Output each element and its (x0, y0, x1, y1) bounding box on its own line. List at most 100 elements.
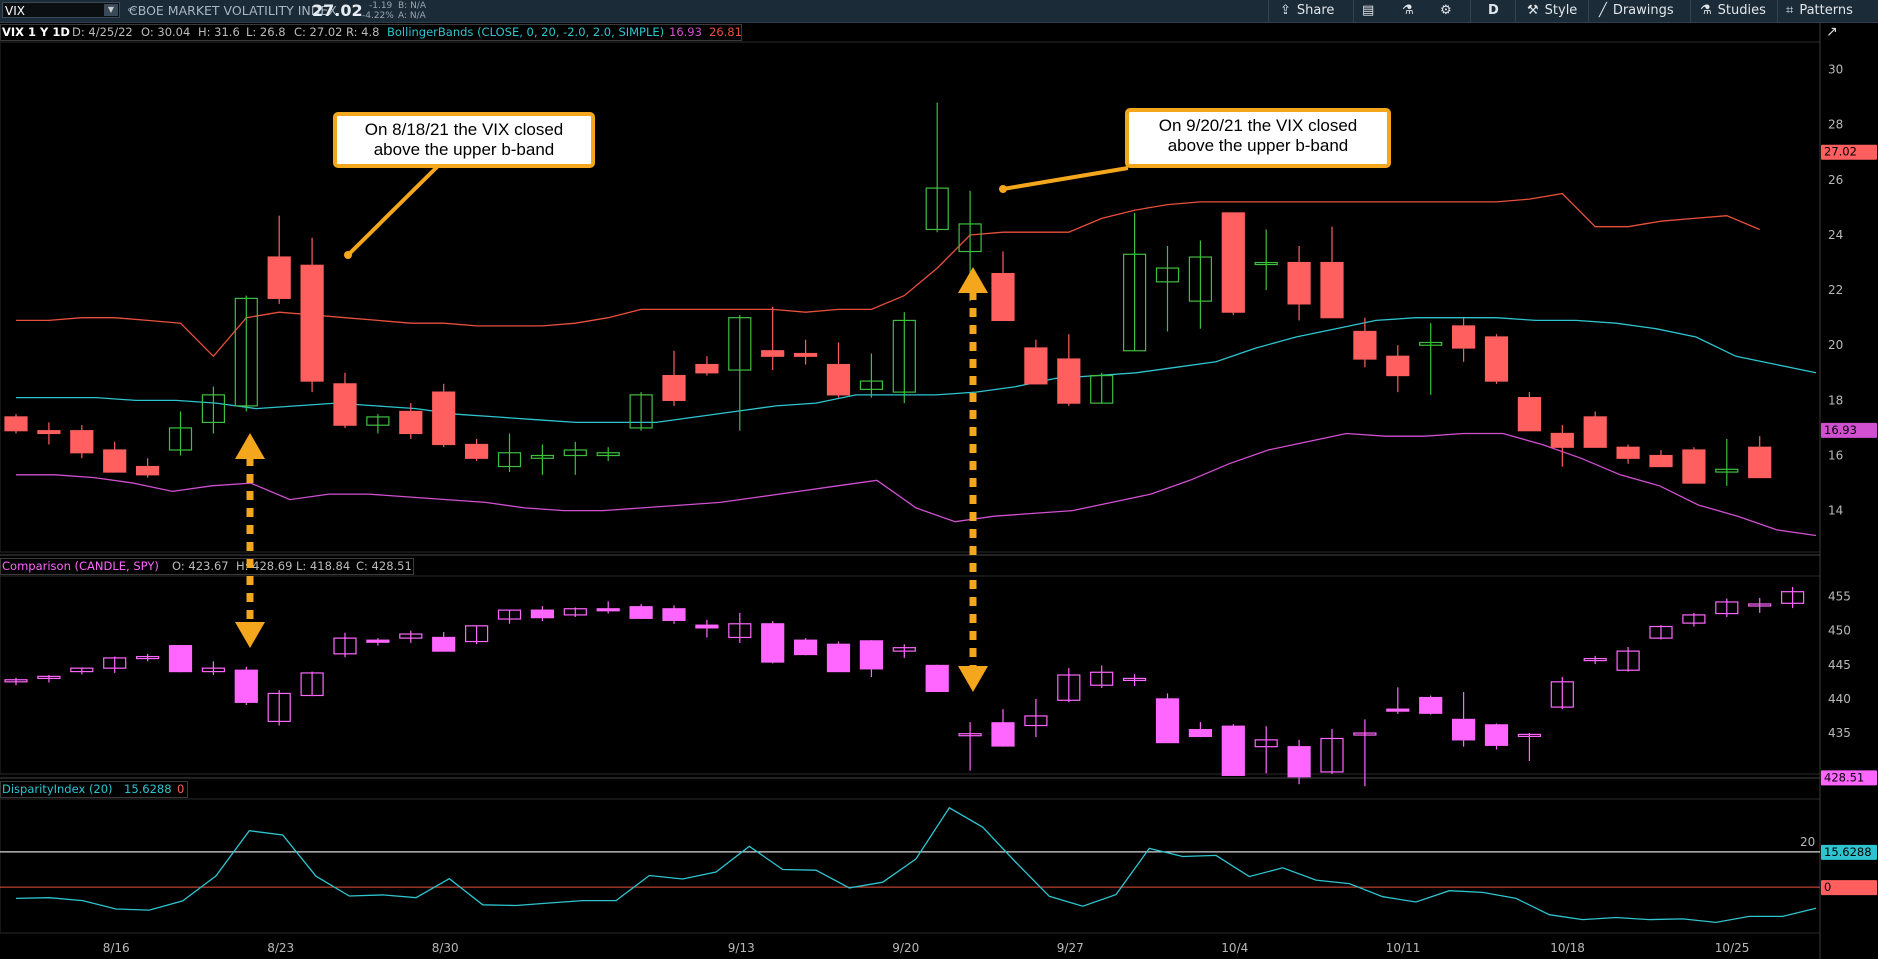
spy-candle (892, 647, 916, 652)
annotation-box-aug18[interactable]: On 8/18/21 the VIX closed above the uppe… (333, 112, 595, 168)
vix-axis-tick-label: 28 (1828, 118, 1843, 132)
vix-axis-tick-label: 22 (1828, 283, 1843, 297)
vix-candle (366, 416, 390, 426)
spy-candle (1386, 708, 1410, 712)
symbol-text: VIX (5, 4, 25, 18)
vix-candle (1583, 416, 1607, 448)
disparity-study-header (0, 781, 188, 798)
vix-candle (1517, 397, 1542, 432)
date-tick-label: 8/30 (432, 941, 459, 955)
date-tick-label: 8/23 (267, 941, 294, 955)
vix-price-tag: 27.02 (1824, 145, 1857, 159)
link-icon[interactable]: ⚯ (128, 6, 136, 16)
vix-candle (201, 394, 225, 424)
spy-candle (366, 639, 390, 643)
pencil-icon: ╱ (1599, 3, 1607, 18)
vix-candle (662, 374, 686, 401)
spy-candle (432, 636, 456, 652)
vix-candle (1122, 253, 1147, 352)
comparison-close: C: 428.51 (356, 559, 412, 573)
bollinger-value-lower: 16.93 (669, 25, 702, 39)
drawings-button[interactable]: ╱ Drawings (1599, 0, 1674, 22)
flask-button[interactable]: ⚗ (1402, 0, 1420, 22)
spy-candle (1649, 625, 1673, 639)
gear-button[interactable]: ⚙ (1440, 0, 1458, 22)
toolbar-separator (1777, 0, 1778, 22)
patterns-icon: ⌗ (1786, 3, 1794, 18)
vix-candle (234, 297, 258, 407)
share-label: Share (1296, 3, 1335, 18)
patterns-button[interactable]: ⌗ Patterns (1786, 0, 1853, 22)
vix-candle (761, 350, 785, 357)
annotation-line: above the upper b-band (1167, 136, 1349, 155)
vix-candle (1419, 341, 1443, 346)
vix-candle (1682, 449, 1706, 484)
disparity-line (15, 806, 1817, 924)
vix-candle (695, 363, 719, 374)
vix-axis-tick-label: 18 (1828, 393, 1843, 407)
comparison-open: O: 423.67 (172, 559, 229, 573)
bollinger-study-label[interactable]: BollingerBands (CLOSE, 0, 20, -2.0, 2.0,… (387, 25, 665, 39)
spy-candle (1419, 696, 1443, 714)
vix-candle (596, 452, 620, 457)
annotation-dot (344, 251, 352, 259)
toolbar-separator (1515, 0, 1516, 22)
vix-candle (37, 430, 61, 435)
spy-candle (761, 623, 785, 663)
spy-candle (1780, 591, 1805, 604)
ask-value: A: N/A (398, 11, 426, 21)
drawing-tool-icon[interactable]: ↗ (1826, 24, 1838, 40)
spy-candle (925, 664, 949, 692)
spy-candle (37, 675, 61, 680)
spy-candle (958, 733, 982, 737)
spy-candle (333, 637, 357, 655)
vix-candle (333, 383, 357, 426)
annotation-box-sep20[interactable]: On 9/20/21 the VIX closed above the uppe… (1125, 108, 1391, 168)
spy-candle (1353, 732, 1377, 736)
vix-candle (103, 449, 127, 473)
date-tick-label: 9/27 (1057, 941, 1084, 955)
vix-axis-tick-label: 24 (1828, 228, 1843, 242)
spy-candle (991, 722, 1015, 747)
disparity-study-label[interactable]: DisparityIndex (20) (2, 782, 113, 796)
vix-candle (1320, 261, 1344, 319)
share-button[interactable]: ⇪ Share (1280, 0, 1334, 22)
vix-candle (892, 319, 916, 393)
studies-button[interactable]: ⚗ Studies (1700, 0, 1766, 22)
vix-axis-tick-label: 16 (1828, 449, 1843, 463)
date-tick-label: 10/11 (1386, 941, 1421, 955)
annotation-connector (1002, 166, 1129, 191)
vix-candle (267, 256, 291, 299)
spy-candle (728, 623, 752, 639)
comparison-high: H: 428.69 (236, 559, 293, 573)
symbol-input[interactable]: VIX ▼ (2, 2, 120, 18)
vix-candle (1221, 212, 1245, 313)
vix-candle (991, 272, 1015, 322)
gear-icon: ⚙ (1440, 3, 1452, 18)
vix-candle (399, 410, 423, 435)
aug18-arrow-up-head (235, 433, 265, 459)
vix-candle (1188, 256, 1213, 302)
chevron-down-icon[interactable]: ▼ (104, 4, 118, 16)
bid-value: B: N/A (398, 1, 426, 11)
spy-candle (1155, 698, 1180, 744)
vix-price-tag-bg (1821, 144, 1877, 160)
vix-candle (1024, 347, 1048, 385)
chart-settings-icon: ▤ (1362, 3, 1375, 18)
spy-candle (1583, 658, 1607, 662)
style-button[interactable]: ⚒ Style (1527, 0, 1577, 22)
vix-candle (1451, 325, 1476, 349)
disparity-price-tag-bg (1821, 880, 1877, 896)
annotation-dot (999, 185, 1007, 193)
period-button[interactable]: D (1488, 0, 1499, 22)
spy-candle (793, 639, 818, 656)
date-tick-label: 9/13 (728, 941, 755, 955)
spy-axis-tick-label: 450 (1828, 624, 1851, 638)
vix-candle (1155, 267, 1180, 283)
vix-price-tag-bg (1821, 422, 1877, 438)
chart-settings-button[interactable]: ▤ (1362, 0, 1380, 22)
spy-candle (1517, 733, 1542, 738)
chart-title: VIX 1 Y 1D (2, 25, 70, 39)
comparison-study-label[interactable]: Comparison (CANDLE, SPY) (2, 559, 159, 573)
